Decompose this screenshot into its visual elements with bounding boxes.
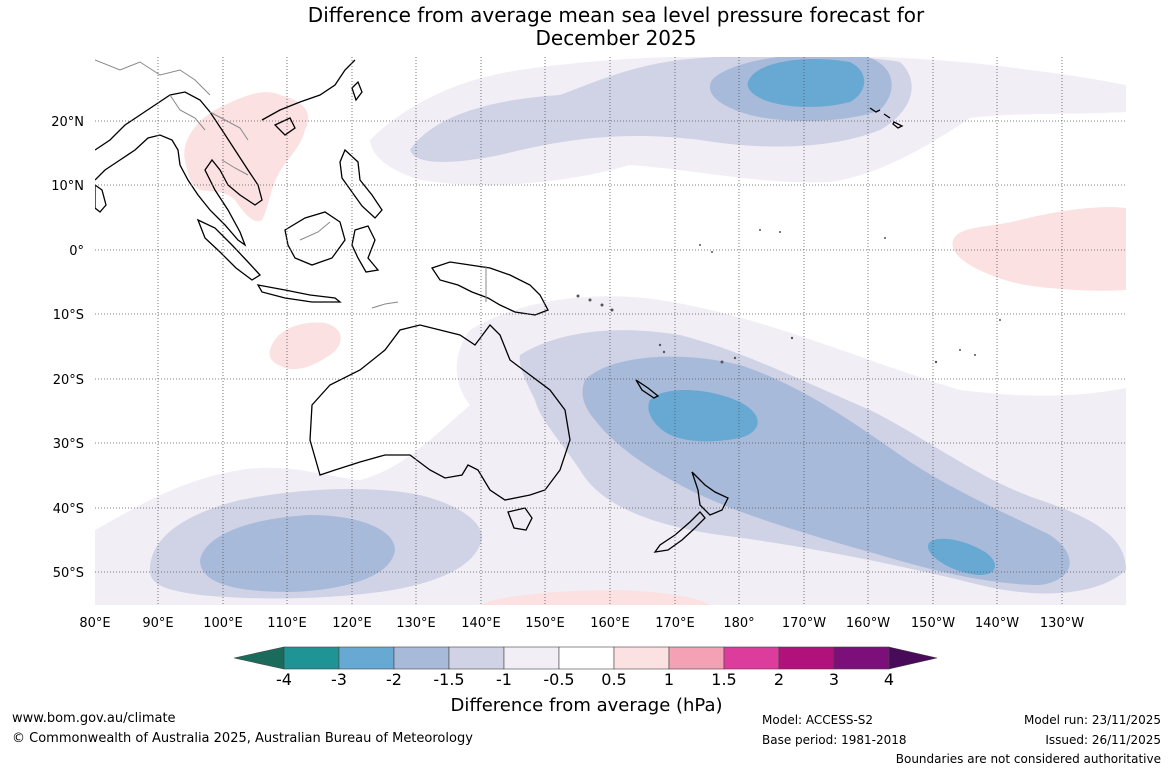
border-asia-2 — [169, 94, 206, 131]
lat-label: 30°S — [53, 437, 84, 452]
lon-label: 180° — [723, 616, 754, 631]
border-asia-1 — [95, 59, 211, 96]
coastlines — [95, 59, 904, 553]
colorbar-tick: 2 — [773, 670, 785, 689]
latitude-labels: 20°N 10°N 0° 10°S 20°S 30°S 40°S 50°S — [51, 115, 84, 581]
philippines-coastline — [339, 148, 383, 219]
lon-label: 150°W — [911, 616, 955, 631]
anomaly-contours — [95, 57, 1126, 605]
longitude-labels: 80°E 90°E 100°E 110°E 120°E 130°E 140°E … — [79, 616, 1084, 631]
title-line-1: Difference from average mean sea level p… — [307, 3, 925, 27]
lon-label: 130°W — [1040, 616, 1084, 631]
footer-copyright: © Commonwealth of Australia 2025, Austra… — [12, 731, 473, 746]
contour-minus-2-tasman — [648, 390, 758, 442]
lon-label: 120°E — [332, 616, 372, 631]
lat-label: 20°N — [51, 115, 84, 130]
contour-minus-2-pacific — [927, 538, 996, 575]
colorbar — [233, 646, 938, 670]
sulawesi-coastline — [351, 225, 380, 273]
border-asia-4 — [221, 159, 249, 176]
new-guinea-coastline — [430, 261, 549, 316]
footer-issued: Issued: 26/11/2025 — [1045, 733, 1161, 747]
sri-lanka-coastline — [95, 184, 107, 213]
new-zealand-north-coastline — [691, 471, 729, 516]
colorbar-tick: 0.5 — [601, 670, 627, 689]
colorbar-tick: -3 — [331, 670, 347, 689]
colorbar-swatch — [833, 646, 890, 670]
footer-model: Model: ACCESS-S2 — [762, 713, 874, 727]
colorbar-tick: -1 — [496, 670, 512, 689]
lon-label: 110°E — [267, 616, 307, 631]
colorbar-swatch — [393, 646, 450, 670]
lat-label: 20°S — [53, 373, 84, 388]
contour-minus-2-north — [747, 58, 865, 107]
footer-model-run: Model run: 23/11/2025 — [1023, 713, 1161, 727]
colorbar-swatch — [503, 646, 560, 670]
colorbar-swatch — [558, 646, 615, 670]
lat-label: 10°S — [53, 308, 84, 323]
sumatra-coastline — [196, 218, 262, 281]
new-zealand-south-coastline — [653, 511, 706, 553]
china-coastline — [261, 59, 356, 121]
taiwan-coastline — [351, 80, 363, 102]
colorbar-swatch — [338, 646, 395, 670]
lon-label: 150°E — [525, 616, 565, 631]
colorbar-tick: -1.5 — [433, 670, 465, 689]
lat-label: 0° — [69, 244, 84, 259]
colorbar-swatch — [448, 646, 505, 670]
colorbar-tick: -4 — [276, 670, 292, 689]
contour-minus-1-5-southwest — [200, 515, 395, 592]
lon-label: 130°E — [396, 616, 436, 631]
colorbar-swatch — [778, 646, 835, 670]
colorbar-swatch — [613, 646, 670, 670]
country-borders — [95, 59, 487, 309]
colorbar-label: Difference from average (hPa) — [450, 695, 723, 716]
border-borneo — [299, 221, 331, 241]
lat-label: 50°S — [53, 566, 84, 581]
hainan-coastline — [273, 117, 296, 136]
colorbar-tick: 1.5 — [711, 670, 737, 689]
new-caledonia-coastline — [635, 379, 660, 399]
borneo-coastline — [284, 211, 346, 266]
hawaii-coastline — [869, 107, 904, 129]
colorbar-tick: 4 — [883, 670, 895, 689]
lon-label: 170°W — [782, 616, 826, 631]
border-asia-3 — [209, 111, 249, 141]
contour-plus-0-5-east-pacific — [952, 207, 1126, 291]
colorbar-tick: 1 — [663, 670, 675, 689]
colorbar-extend-low — [233, 646, 285, 670]
contour-plus-0-5-south — [480, 590, 710, 605]
border-timor — [371, 301, 399, 309]
footer-disclaimer: Boundaries are not considered authoritat… — [895, 752, 1161, 766]
colorbar-swatch — [723, 646, 780, 670]
colorbar-tick: -0.5 — [543, 670, 575, 689]
lon-label: 80°E — [79, 616, 110, 631]
mainland-asia-coastline — [95, 91, 263, 247]
lon-label: 140°E — [461, 616, 501, 631]
lon-label: 170°E — [655, 616, 695, 631]
contour-plus-0-5-indian — [269, 322, 341, 370]
footer-base-period: Base period: 1981-2018 — [762, 733, 907, 747]
australia-coastline — [309, 324, 571, 501]
islands — [576, 229, 1001, 364]
java-coastline — [256, 284, 342, 303]
lat-label: 10°N — [51, 179, 84, 194]
lon-label: 100°E — [203, 616, 243, 631]
map-title: Difference from average mean sea level p… — [0, 4, 1173, 50]
title-line-2: December 2025 — [535, 26, 697, 50]
gridlines — [95, 57, 1126, 605]
colorbar-tick: 3 — [828, 670, 840, 689]
lon-label: 140°W — [975, 616, 1019, 631]
footer-url: www.bom.gov.au/climate — [12, 711, 176, 726]
colorbar-extend-high — [888, 646, 938, 670]
colorbar-swatch — [283, 646, 340, 670]
lon-label: 160°W — [846, 616, 890, 631]
colorbar-swatch — [668, 646, 725, 670]
colorbar-tick: -2 — [386, 670, 402, 689]
lon-label: 160°E — [590, 616, 630, 631]
tasmania-coastline — [507, 507, 533, 531]
lon-label: 90°E — [142, 616, 173, 631]
lat-label: 40°S — [53, 502, 84, 517]
